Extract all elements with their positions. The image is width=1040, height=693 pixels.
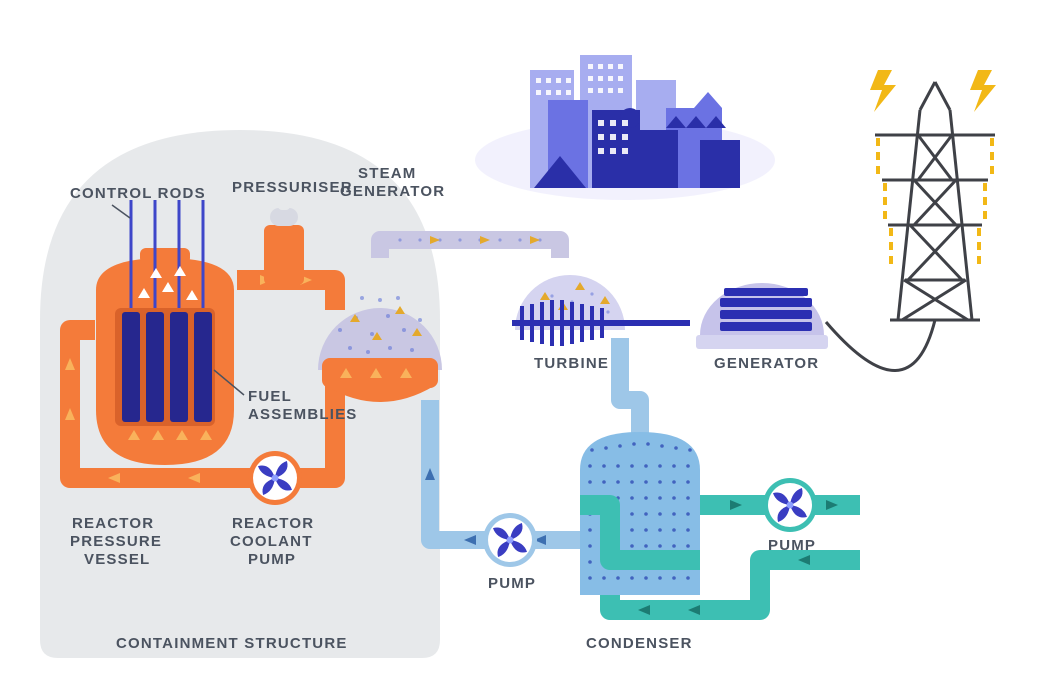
label-rcp-1: REACTOR: [232, 515, 314, 532]
turbine: [512, 275, 690, 346]
label-pump-cool: PUMP: [768, 537, 816, 554]
label-generator: GENERATOR: [714, 355, 819, 372]
feedwater-pump: [483, 513, 537, 567]
label-containment: CONTAINMENT STRUCTURE: [116, 635, 348, 652]
label-fuel-1: FUEL: [248, 388, 292, 405]
label-rcp-3: PUMP: [248, 551, 296, 568]
label-fuel-2: ASSEMBLIES: [248, 406, 358, 423]
label-rpv-1: REACTOR: [72, 515, 154, 532]
label-condenser: CONDENSER: [586, 635, 693, 652]
label-turbine: TURBINE: [534, 355, 609, 372]
lightning-icons: [870, 70, 996, 112]
power-wire: [826, 320, 935, 371]
label-rcp-2: COOLANT: [230, 533, 313, 550]
label-pressuriser: PRESSURISER: [232, 179, 353, 196]
nuclear-plant-diagram: CONTROL RODS PRESSURISER STEAM GENERATOR…: [0, 0, 1040, 693]
generator-unit: [696, 283, 828, 349]
cooling-pump: [763, 478, 817, 532]
label-rpv-2: PRESSURE: [70, 533, 162, 550]
label-pump-feed: PUMP: [488, 575, 536, 592]
label-steam-generator-1: STEAM: [358, 165, 417, 182]
reactor-coolant-pump: [248, 451, 302, 505]
transmission-tower: [875, 82, 995, 320]
label-steam-generator-2: GENERATOR: [340, 183, 445, 200]
label-control-rods: CONTROL RODS: [70, 185, 206, 202]
city-skyline: [475, 55, 775, 200]
label-rpv-3: VESSEL: [84, 551, 150, 568]
